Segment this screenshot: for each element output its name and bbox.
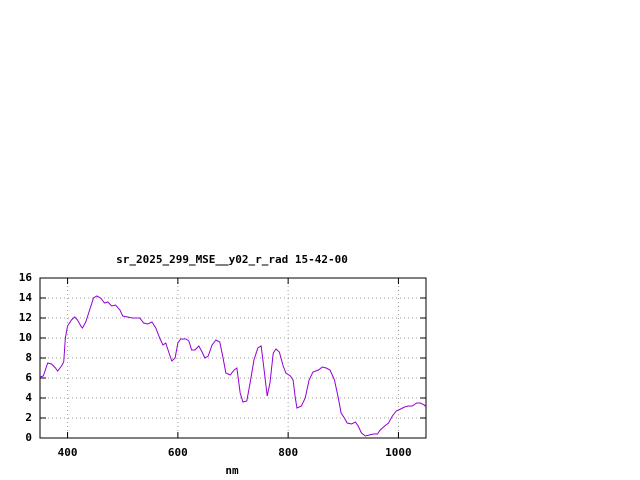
x-axis-label: nm [225,464,239,477]
plot-frame [39,277,427,439]
y-tick-label: 10 [19,331,32,344]
y-tick-label: 12 [19,311,32,324]
x-tick-label: 600 [168,446,188,459]
y-tick-label: 0 [25,431,32,444]
y-tick-label: 14 [19,291,33,304]
y-tick-label: 16 [19,271,33,284]
x-tick-label: 1000 [385,446,412,459]
y-tick-label: 6 [25,371,32,384]
y-tick-label: 4 [25,391,32,404]
y-tick-label: 2 [25,411,32,424]
x-tick-label: 800 [278,446,298,459]
y-tick-label: 8 [25,351,32,364]
data-line [39,295,427,437]
chart-title: sr_2025_299_MSE__y02_r_rad 15-42-00 [116,253,348,266]
x-tick-label: 400 [58,446,78,459]
